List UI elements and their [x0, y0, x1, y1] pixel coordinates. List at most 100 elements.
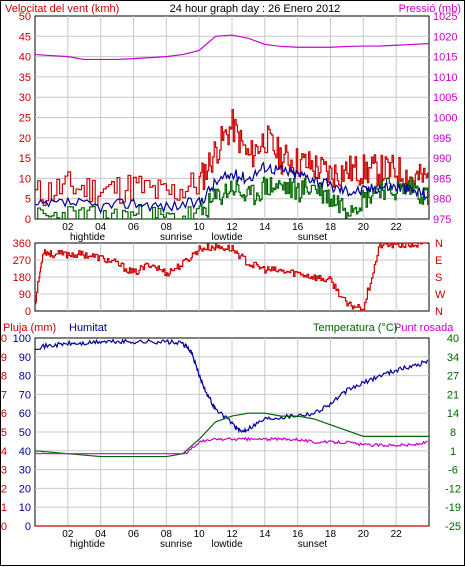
panel-rain-humidity-temp-ticks: 0011022033044055066077088099010100-25-19…	[1, 333, 461, 550]
rain-y-tick: 3	[1, 465, 7, 477]
pressure-y-tick: 1000	[433, 113, 457, 125]
wind-speed-title: Velocitat del vent (kmh)	[5, 3, 119, 15]
wind-y-tick: 25	[19, 113, 31, 125]
rain-y-tick: 5	[1, 427, 7, 439]
x-marker-label: sunset	[298, 539, 328, 550]
x-marker-label: hightide	[70, 232, 105, 243]
x-tick-label: 08	[161, 222, 173, 233]
direction-y-tick: 90	[19, 289, 31, 301]
pressure-line	[34, 34, 430, 61]
temperature-y-tick: -12	[445, 483, 461, 495]
wind-y-tick: 10	[19, 173, 31, 185]
rain-title: Pluja (mm)	[3, 322, 56, 334]
humidity-y-tick: 0	[25, 521, 31, 533]
humidity-title: Humitat	[69, 322, 107, 334]
graph-title: 24 hour graph day : 26 Enero 2012	[170, 3, 341, 15]
x-tick-label: 12	[226, 222, 238, 233]
pressure-title: Pressió (mb)	[399, 3, 461, 15]
x-tick-label: 02	[62, 529, 74, 540]
wind-min-line	[35, 176, 429, 220]
compass-label: N	[435, 306, 443, 318]
direction-y-tick: 360	[13, 238, 31, 250]
x-tick-label: 04	[95, 222, 107, 233]
rain-y-tick: 10	[1, 333, 7, 345]
humidity-y-tick: 30	[19, 465, 31, 477]
temperature-y-tick: 40	[447, 333, 459, 345]
pressure-y-tick: 980	[433, 194, 451, 206]
humidity-line	[34, 338, 429, 434]
compass-label: S	[435, 272, 442, 284]
temperature-y-tick: -25	[445, 521, 461, 533]
x-tick-label: 16	[292, 222, 304, 233]
wind-direction-line	[35, 242, 429, 312]
x-tick-label: 16	[292, 529, 304, 540]
x-tick-label: 04	[95, 529, 107, 540]
rain-y-tick: 2	[1, 483, 7, 495]
dew-point-line	[34, 436, 428, 455]
x-tick-label: 02	[62, 222, 74, 233]
humidity-y-tick: 100	[13, 333, 31, 345]
wind-y-tick: 50	[19, 11, 31, 23]
temperature-y-tick: 34	[447, 352, 459, 364]
x-tick-label: 12	[226, 529, 238, 540]
pressure-y-tick: 990	[433, 153, 451, 165]
direction-y-tick: 270	[13, 255, 31, 267]
x-tick-label: 22	[391, 222, 403, 233]
direction-y-tick: 180	[13, 272, 31, 284]
rain-y-tick: 7	[1, 389, 7, 401]
x-tick-label: 08	[161, 529, 173, 540]
panel-wind-pressure-series	[34, 34, 430, 220]
humidity-y-tick: 90	[19, 352, 31, 364]
wind-gust-line	[35, 109, 429, 207]
wind-y-tick: 40	[19, 52, 31, 64]
pressure-y-tick: 1015	[433, 52, 457, 64]
x-tick-label: 10	[194, 222, 206, 233]
temperature-title: Temperatura (°C)	[313, 322, 397, 334]
x-tick-label: 06	[128, 529, 140, 540]
x-marker-label: sunrise	[160, 539, 193, 550]
humidity-y-tick: 20	[19, 483, 31, 495]
pressure-y-tick: 985	[433, 173, 451, 185]
x-marker-label: lowtide	[212, 539, 244, 550]
x-marker-label: sunrise	[160, 232, 193, 243]
x-tick-label: 18	[325, 222, 337, 233]
wind-y-tick: 15	[19, 153, 31, 165]
panel-rain-humidity-temp-series	[34, 338, 429, 527]
rain-y-tick: 4	[1, 446, 7, 458]
panel-wind-direction-series	[35, 242, 429, 312]
panel-rain-humidity-temp-grid	[35, 338, 429, 526]
rain-y-tick: 0	[1, 521, 7, 533]
pressure-y-tick: 1005	[433, 92, 457, 104]
x-tick-label: 22	[391, 529, 403, 540]
rain-y-tick: 6	[1, 408, 7, 420]
wind-y-tick: 35	[19, 72, 31, 84]
pressure-y-tick: 1025	[433, 11, 457, 23]
dew-point-title: Punt rosada	[394, 322, 454, 334]
x-tick-label: 06	[128, 222, 140, 233]
x-tick-label: 14	[259, 222, 271, 233]
humidity-y-tick: 60	[19, 408, 31, 420]
pressure-y-tick: 1010	[433, 72, 457, 84]
panel-wind-pressure-ticks: 0510152025303540455097598098599099510001…	[19, 11, 458, 243]
humidity-y-tick: 50	[19, 427, 31, 439]
wind-y-tick: 5	[25, 194, 31, 206]
humidity-y-tick: 10	[19, 502, 31, 514]
wind-avg-line	[34, 161, 428, 215]
pressure-y-tick: 995	[433, 133, 451, 145]
humidity-y-tick: 70	[19, 389, 31, 401]
x-marker-label: sunset	[298, 232, 328, 243]
temperature-y-tick: 8	[450, 427, 456, 439]
x-tick-label: 18	[325, 529, 337, 540]
pressure-y-tick: 975	[433, 214, 451, 226]
rain-y-tick: 9	[1, 352, 7, 364]
pressure-y-tick: 1020	[433, 31, 457, 43]
x-tick-label: 20	[358, 222, 370, 233]
direction-y-tick: 0	[25, 306, 31, 318]
temperature-y-tick: -6	[448, 465, 458, 477]
compass-label: W	[435, 289, 446, 301]
temperature-y-tick: 27	[447, 371, 459, 383]
humidity-y-tick: 40	[19, 446, 31, 458]
compass-label: N	[435, 238, 443, 250]
temperature-y-tick: -19	[445, 502, 461, 514]
